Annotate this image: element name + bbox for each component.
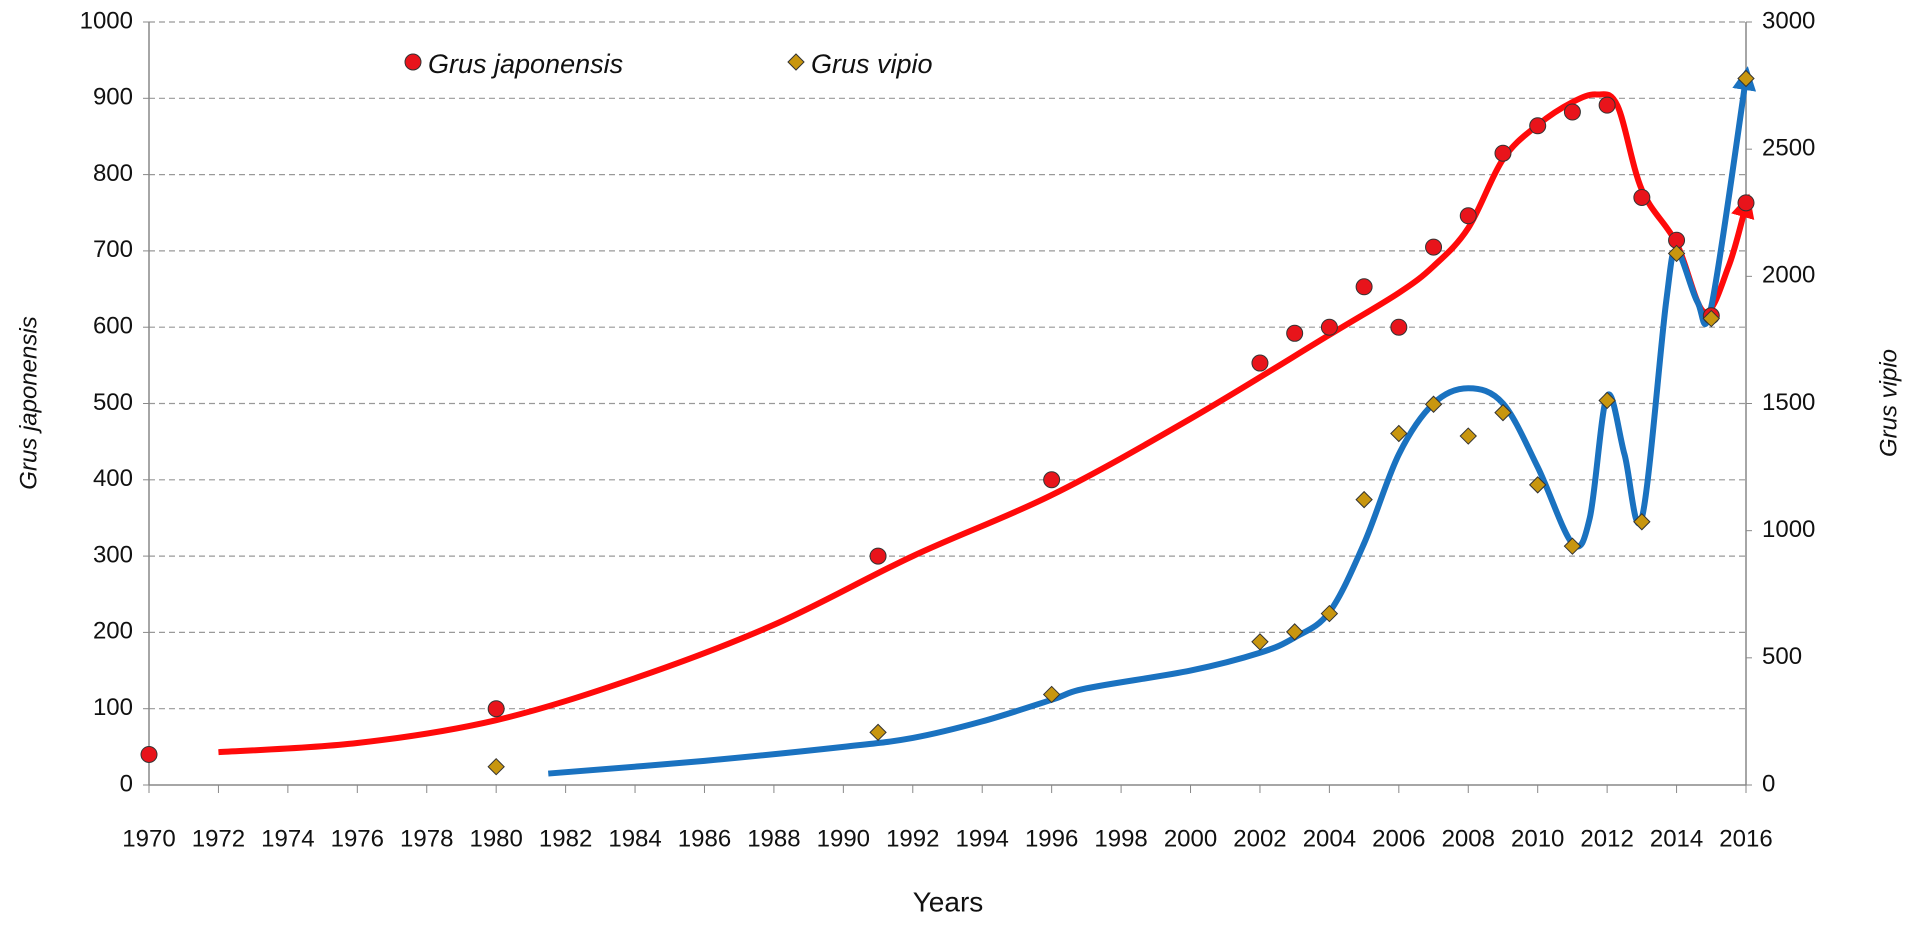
x-tick-label: 1984 xyxy=(608,825,661,852)
x-tick-label: 2002 xyxy=(1233,825,1286,852)
x-tick-label: 1992 xyxy=(886,825,939,852)
diamond-point xyxy=(1737,69,1755,88)
circle-point xyxy=(1563,103,1581,121)
x-tick-label: 1996 xyxy=(1025,825,1078,852)
diamond-point xyxy=(1494,403,1512,422)
diamond-point xyxy=(1633,513,1651,531)
y-tick-label: 600 xyxy=(93,313,133,340)
diamond-point xyxy=(1459,427,1477,445)
diamond-point xyxy=(1042,685,1061,704)
y2-tick-label: 500 xyxy=(1762,643,1802,670)
diamond-point xyxy=(1563,537,1582,555)
y-tick-label: 700 xyxy=(93,236,133,263)
circle-point xyxy=(1043,471,1061,489)
diamond-point xyxy=(869,723,887,742)
circle-point xyxy=(1390,318,1408,336)
y-tick-label: 800 xyxy=(93,160,133,187)
circle-point xyxy=(1633,188,1651,206)
x-axis-label: Years xyxy=(913,886,984,917)
legend-label: Grus japonensis xyxy=(428,49,623,79)
x-tick-label: 1980 xyxy=(469,825,522,852)
diamond-point xyxy=(1390,424,1408,443)
x-tick-label: 2004 xyxy=(1303,825,1356,852)
y-axis-label: Grus japonensis xyxy=(15,316,42,489)
diamond-point xyxy=(487,757,505,776)
circle-point xyxy=(1251,354,1269,372)
y-tick-label: 900 xyxy=(93,84,133,111)
x-tick-label: 1990 xyxy=(817,825,870,852)
circle-point xyxy=(1286,324,1304,342)
y-tick-label: 0 xyxy=(120,770,133,797)
x-tick-label: 1976 xyxy=(331,825,384,852)
y2-tick-label: 0 xyxy=(1762,770,1775,797)
x-tick-label: 2000 xyxy=(1164,825,1217,852)
x-tick-label: 1994 xyxy=(956,825,1009,852)
x-tick-label: 2008 xyxy=(1442,825,1495,852)
diamond-point xyxy=(1528,476,1547,494)
x-tick-label: 2006 xyxy=(1372,825,1425,852)
diamond-point xyxy=(1667,244,1686,263)
y-tick-label: 300 xyxy=(93,541,133,568)
trend-curve xyxy=(548,66,1757,777)
y-tick-label: 500 xyxy=(93,389,133,416)
diamond-point xyxy=(1424,395,1443,413)
circle-point xyxy=(1355,278,1373,296)
x-tick-label: 2012 xyxy=(1580,825,1633,852)
diamond-point xyxy=(1285,623,1304,641)
diamond-point xyxy=(1251,633,1269,651)
legend-marker xyxy=(787,53,805,71)
y-tick-label: 100 xyxy=(93,694,133,721)
y2-tick-label: 2500 xyxy=(1762,135,1815,162)
diamond-point xyxy=(1320,604,1339,623)
circle-point xyxy=(869,547,887,565)
circle-point xyxy=(1425,238,1443,256)
diamond-point xyxy=(1355,490,1373,509)
x-tick-label: 1988 xyxy=(747,825,800,852)
y2-tick-label: 1500 xyxy=(1762,389,1815,416)
x-tick-label: 1974 xyxy=(261,825,314,852)
y2-tick-label: 2000 xyxy=(1762,262,1815,289)
legend-label: Grus vipio xyxy=(811,49,933,79)
y-tick-label: 1000 xyxy=(80,7,133,34)
y2-tick-label: 3000 xyxy=(1762,7,1815,34)
x-tick-label: 1978 xyxy=(400,825,453,852)
diamond-point xyxy=(1598,391,1616,410)
x-tick-label: 1986 xyxy=(678,825,731,852)
circle-point xyxy=(1494,144,1512,162)
circle-point xyxy=(487,700,505,718)
legend-marker xyxy=(404,53,422,71)
circle-point xyxy=(1459,207,1477,225)
circle-point xyxy=(1529,117,1547,135)
y2-tick-label: 1000 xyxy=(1762,516,1815,543)
x-tick-label: 1970 xyxy=(122,825,175,852)
x-tick-label: 2016 xyxy=(1719,825,1772,852)
x-tick-label: 1982 xyxy=(539,825,592,852)
x-tick-label: 1998 xyxy=(1094,825,1147,852)
circle-point xyxy=(1598,96,1616,114)
x-tick-label: 2014 xyxy=(1650,825,1703,852)
diamond-point xyxy=(1702,309,1720,328)
x-tick-label: 2010 xyxy=(1511,825,1564,852)
circle-point xyxy=(140,745,158,763)
circle-point xyxy=(1737,194,1755,212)
circle-point xyxy=(1320,318,1338,336)
x-tick-label: 1972 xyxy=(192,825,245,852)
y-tick-label: 400 xyxy=(93,465,133,492)
y2-axis-label: Grus vipio xyxy=(1875,349,1902,457)
y-tick-label: 200 xyxy=(93,618,133,645)
